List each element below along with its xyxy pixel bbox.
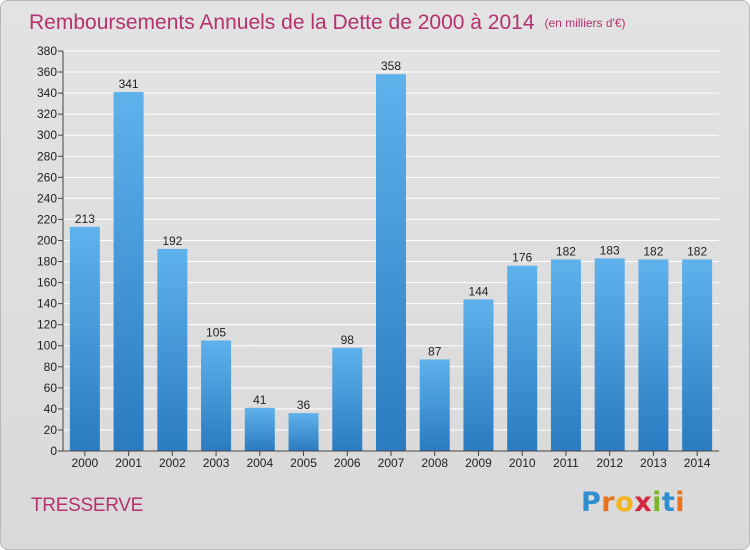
y-tick-label: 340: [37, 86, 57, 100]
y-tick-label: 320: [37, 107, 57, 121]
bar: [550, 259, 581, 451]
y-tick-label: 60: [44, 381, 58, 395]
bar: [638, 259, 669, 451]
title-text: Remboursements Annuels de la Dette de 20…: [29, 11, 535, 34]
x-tick-labels: 2000 2001 2002 2003 2004 2005 2006 2007 2008 2009…: [72, 456, 711, 470]
data-labels: 213 341 192 105 41 36 98 358 87 144 176 182 183 182 18…: [75, 59, 708, 412]
data-label: 98: [341, 333, 355, 347]
data-label: 41: [253, 393, 267, 407]
y-tick-label: 80: [44, 360, 58, 374]
data-label: 182: [556, 244, 576, 258]
x-tick-label: 2010: [509, 456, 536, 470]
data-label: 144: [468, 284, 488, 298]
bar: [332, 347, 363, 451]
y-tick-label: 380: [37, 44, 57, 58]
y-tick-label: 360: [37, 65, 57, 79]
x-tick-label: 2011: [553, 456, 579, 470]
logo-letter: P: [581, 487, 602, 518]
x-tick-label: 2001: [115, 456, 142, 470]
y-tick-label: 20: [44, 423, 58, 437]
data-label: 182: [687, 244, 707, 258]
y-tick-label: 140: [37, 297, 57, 311]
bar: [244, 407, 275, 451]
bar: [157, 248, 188, 451]
logo-letter: i: [675, 487, 686, 518]
y-tick-label: 120: [37, 318, 57, 332]
data-label: 183: [600, 243, 620, 257]
x-tick-label: 2008: [421, 456, 448, 470]
y-tick-label: 160: [37, 276, 57, 290]
bar: [682, 259, 713, 451]
bar: [376, 74, 406, 451]
data-label: 105: [206, 325, 226, 339]
y-tick-label: 40: [44, 402, 58, 416]
y-tick-label: 100: [37, 339, 57, 353]
x-tick-label: 2002: [159, 456, 186, 470]
data-label: 341: [119, 77, 139, 91]
data-label: 213: [75, 212, 95, 226]
logo-letter: r: [601, 487, 616, 518]
bar: [288, 413, 319, 451]
title-unit: (en milliers d'€): [544, 16, 626, 30]
x-tick-label: 2000: [72, 456, 99, 470]
y-tick-label: 220: [37, 212, 57, 226]
proxiti-logo: Proxiti: [581, 487, 685, 518]
x-tick-label: 2014: [684, 456, 711, 470]
data-label: 182: [643, 244, 663, 258]
x-tick-label: 2004: [246, 456, 273, 470]
logo-letter: x: [634, 487, 653, 518]
bar: [113, 92, 144, 451]
data-label: 36: [297, 398, 311, 412]
axes: [58, 50, 719, 456]
data-label: 192: [162, 234, 182, 248]
bar: [594, 258, 625, 451]
logo-letter: t: [661, 487, 676, 518]
logo-letter: i: [652, 487, 662, 518]
y-tick-labels: 0 20 40 60 80 100 120 140 160 180 200 220 240 260 280 3…: [37, 44, 57, 458]
bar: [201, 340, 232, 451]
bar: [69, 226, 100, 451]
commune-name: TRESSERVE: [31, 495, 144, 516]
x-tick-label: 2006: [334, 456, 361, 470]
x-tick-label: 2003: [203, 456, 230, 470]
y-tick-label: 240: [37, 191, 57, 205]
y-tick-label: 180: [37, 255, 57, 269]
data-label: 87: [428, 344, 442, 358]
y-tick-label: 0: [50, 444, 57, 458]
x-tick-label: 2007: [378, 456, 405, 470]
y-tick-label: 280: [37, 149, 57, 163]
y-tick-label: 300: [37, 128, 57, 142]
x-tick-label: 2012: [596, 456, 623, 470]
bars: [69, 74, 713, 451]
bar: [419, 359, 450, 451]
chart-title: Remboursements Annuels de la Dette de 20…: [29, 7, 626, 39]
data-label: 358: [381, 59, 401, 73]
y-tick-label: 260: [37, 170, 57, 184]
x-tick-label: 2005: [290, 456, 317, 470]
logo-letter: o: [615, 487, 635, 518]
data-label: 176: [512, 251, 532, 265]
x-tick-label: 2009: [465, 456, 492, 470]
bar: [463, 299, 494, 451]
bar: [507, 265, 538, 451]
x-tick-label: 2013: [640, 456, 667, 470]
y-tick-label: 200: [37, 233, 57, 247]
